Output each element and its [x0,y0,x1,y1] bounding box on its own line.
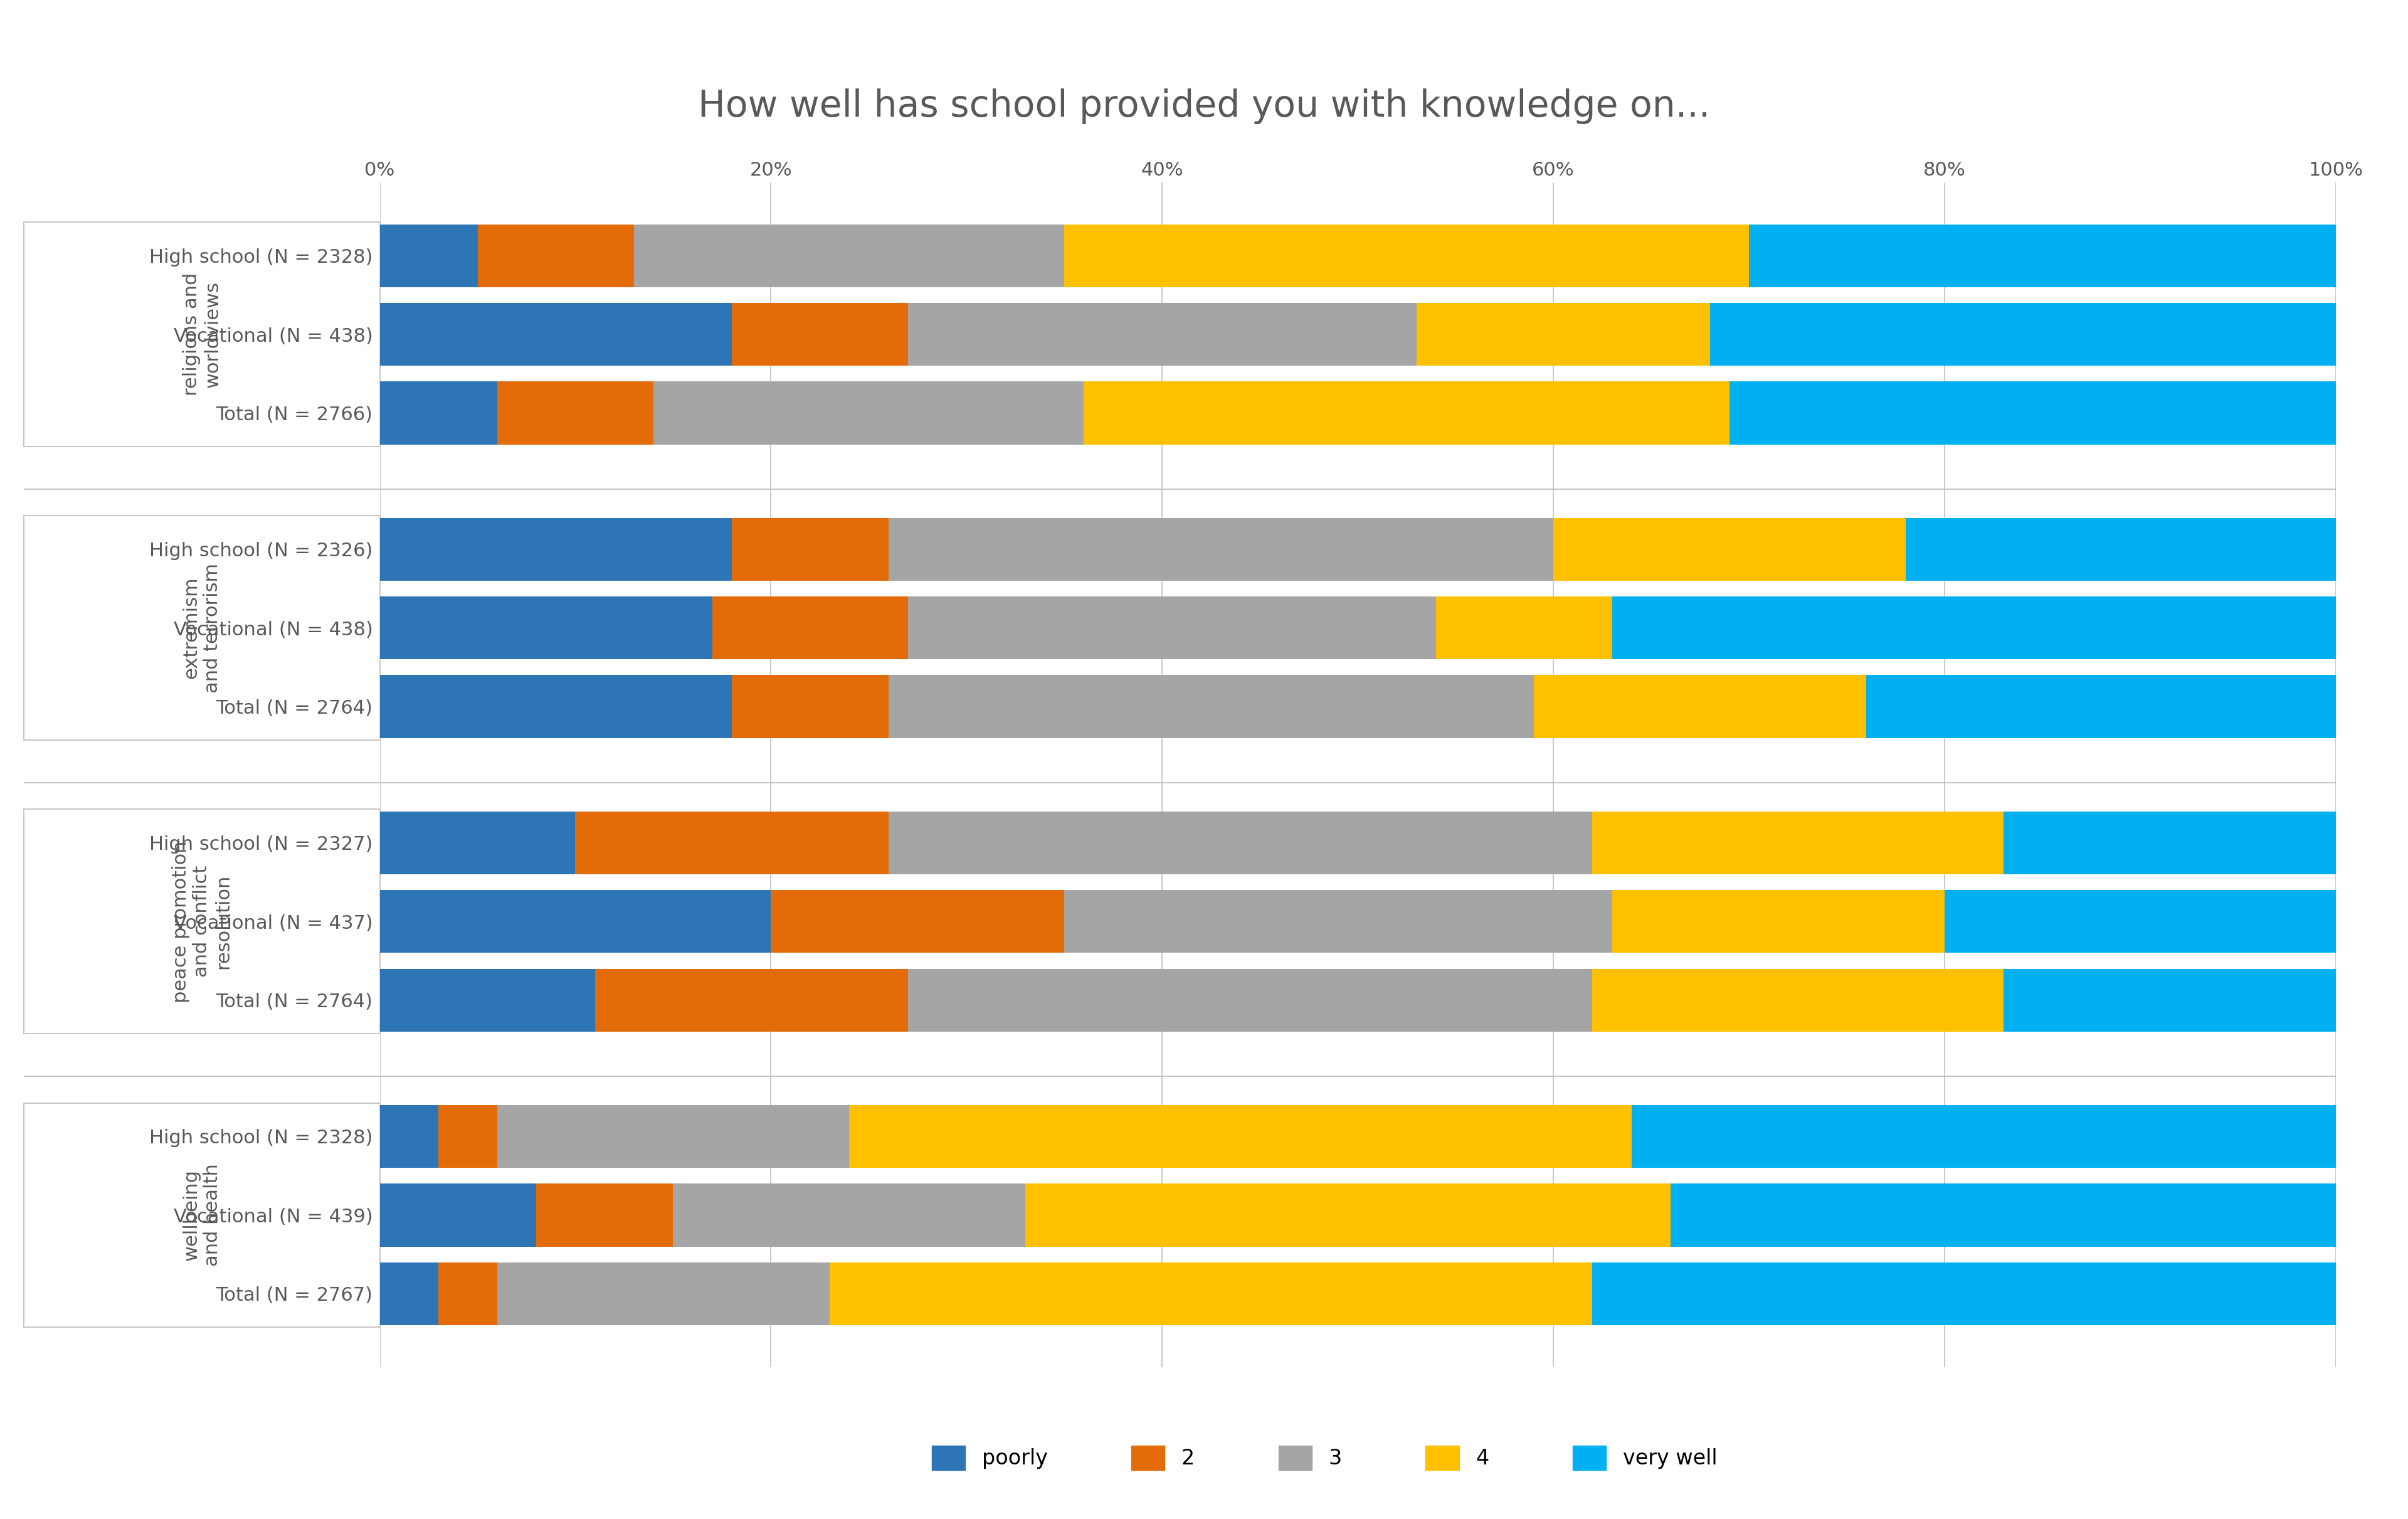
Bar [537,1183,674,1247]
Bar [380,302,732,366]
Bar [380,225,477,287]
Bar [1671,1183,2336,1247]
Bar [496,1104,850,1168]
Bar [438,1262,496,1325]
Bar [1592,969,2003,1031]
Bar [653,381,1084,445]
Bar [1553,518,1905,580]
Bar [576,811,889,875]
Bar [1026,1183,1671,1247]
Bar [1084,381,1729,445]
Bar [380,381,496,445]
Text: religions and
worldviews: religions and worldviews [183,273,222,396]
Bar [674,1183,1026,1247]
Bar [1866,674,2336,738]
Bar [889,674,1534,738]
Bar [889,518,1553,580]
Bar [496,381,653,445]
Bar [477,225,633,287]
Bar [1710,302,2336,366]
Bar [732,302,908,366]
Bar [1633,1104,2336,1168]
Bar [732,518,889,580]
Bar [1416,302,1710,366]
Bar [496,1262,831,1325]
Bar [771,890,1064,952]
Bar [1592,1262,2336,1325]
Bar [2003,811,2336,875]
Bar [380,1104,438,1168]
Bar [380,1262,438,1325]
Bar [438,1104,496,1168]
Bar [380,811,576,875]
Bar [380,890,771,952]
Text: How well has school provided you with knowledge on...: How well has school provided you with kn… [698,88,1710,125]
Bar [713,597,908,659]
Bar [908,302,1416,366]
Bar [380,597,713,659]
Bar [1748,225,2336,287]
Bar [633,225,1064,287]
Bar [1611,597,2336,659]
Text: wellbeing
and health: wellbeing and health [183,1164,222,1267]
Text: peace promotion
and conflict
resolution: peace promotion and conflict resolution [171,840,231,1003]
Text: extremism
and terrorism: extremism and terrorism [183,564,222,693]
Bar [1534,674,1866,738]
Bar [1064,890,1611,952]
Bar [380,674,732,738]
Bar [380,1183,537,1247]
Bar [1946,890,2336,952]
Bar [1905,518,2336,580]
Bar [380,969,595,1031]
Bar [908,969,1592,1031]
Bar [908,597,1435,659]
Bar [831,1262,1592,1325]
Bar [1435,597,1611,659]
Bar [1729,381,2336,445]
Bar [1611,890,1946,952]
Bar [732,674,889,738]
Bar [1064,225,1748,287]
Bar [1592,811,2003,875]
Bar [850,1104,1633,1168]
Bar [380,518,732,580]
Bar [2003,969,2336,1031]
Legend: poorly, 2, 3, 4, very well: poorly, 2, 3, 4, very well [922,1437,1727,1478]
Bar [595,969,908,1031]
Bar [889,811,1592,875]
